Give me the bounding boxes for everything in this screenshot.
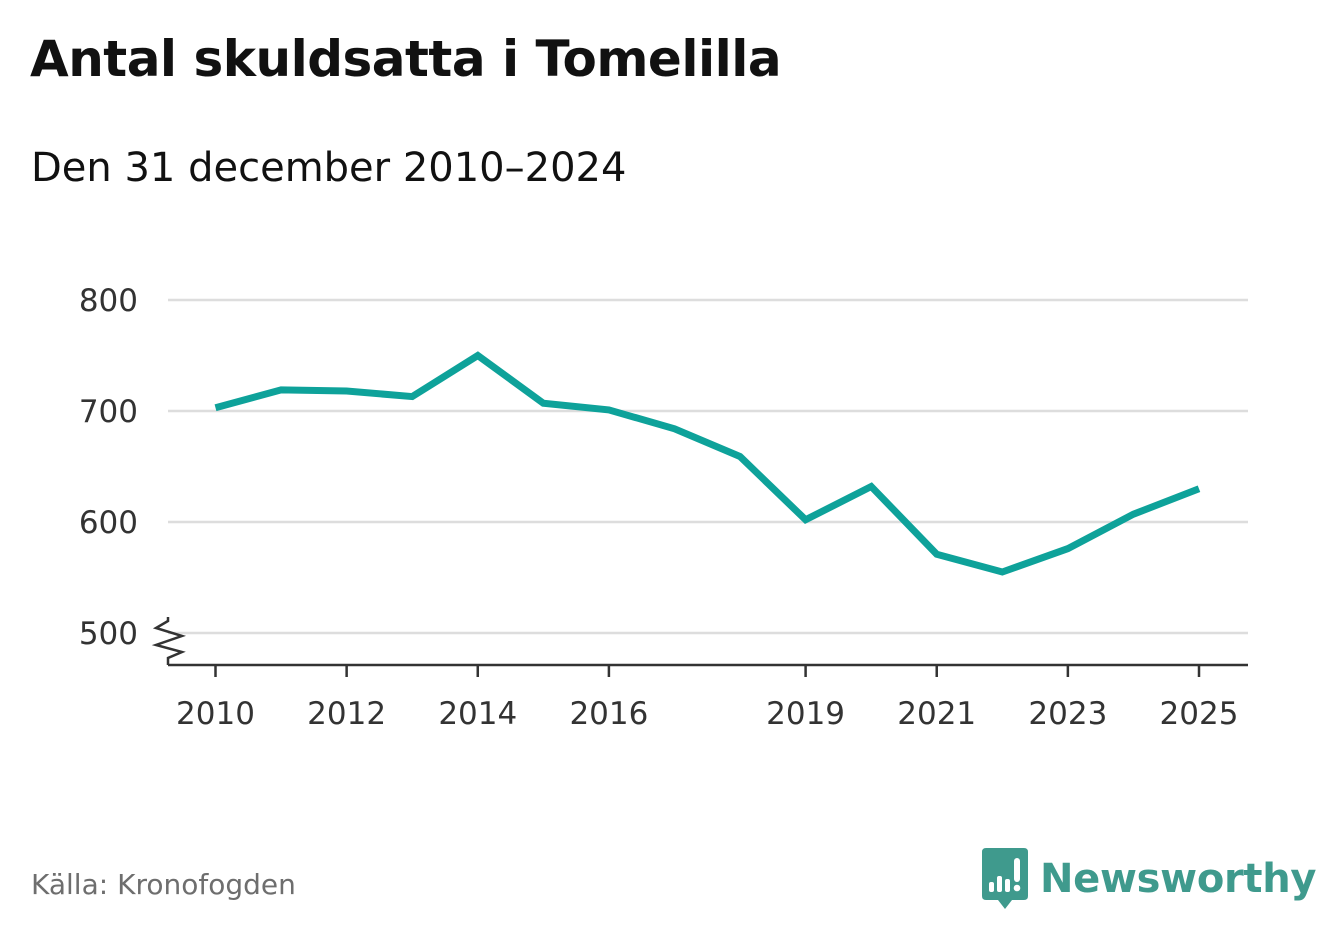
data-point-2022	[999, 568, 1006, 575]
y-axis-break-icon	[151, 617, 187, 665]
x-tick-label-2025: 2025	[1160, 696, 1239, 732]
brand-name: Newsworthy	[1040, 856, 1317, 902]
x-tick-label-2016: 2016	[569, 696, 648, 732]
data-point-2019	[802, 516, 809, 523]
axes	[151, 617, 1248, 677]
x-tick-label-2021: 2021	[897, 696, 976, 732]
data-point-2018	[737, 453, 744, 460]
data-point-2023	[1064, 545, 1071, 552]
y-tick-label-700: 700	[79, 394, 138, 430]
data-point-2021	[933, 551, 940, 558]
data-point-2025	[1196, 485, 1203, 492]
data-point-2012	[343, 388, 350, 395]
x-tick-label-2012: 2012	[307, 696, 386, 732]
y-tick-label-500: 500	[79, 616, 138, 652]
data-point-2011	[278, 386, 285, 393]
data-point-2010	[212, 404, 219, 411]
y-tick-label-600: 600	[79, 505, 138, 541]
x-tick-label-2023: 2023	[1028, 696, 1107, 732]
series-line-0	[214, 351, 1201, 576]
chart-subtitle: Den 31 december 2010–2024	[31, 145, 627, 191]
source-note: Källa: Kronofogden	[31, 868, 296, 901]
data-point-2024	[1130, 511, 1137, 518]
x-tick-label-2019: 2019	[766, 696, 845, 732]
data-point-2014	[474, 352, 481, 359]
tick-labels: 500 600 700 800 2010 2012 2014 2016 2019 2021 2023…	[79, 283, 1239, 732]
data-point-2015	[540, 400, 547, 407]
chart-title: Antal skuldsatta i Tomelilla	[30, 30, 782, 88]
x-tick-label-2014: 2014	[438, 696, 517, 732]
x-tick-label-2010: 2010	[176, 696, 255, 732]
bar-chart-speech-icon	[982, 848, 1028, 909]
data-point-2017	[671, 425, 678, 432]
y-tick-label-800: 800	[79, 283, 138, 319]
data-point-2016	[605, 406, 612, 413]
series-layer	[212, 351, 1203, 576]
newsworthy-logo: Newsworthy	[980, 848, 1317, 910]
data-point-2020	[868, 483, 875, 490]
data-point-2013	[409, 393, 416, 400]
grid-lines	[168, 298, 1248, 635]
